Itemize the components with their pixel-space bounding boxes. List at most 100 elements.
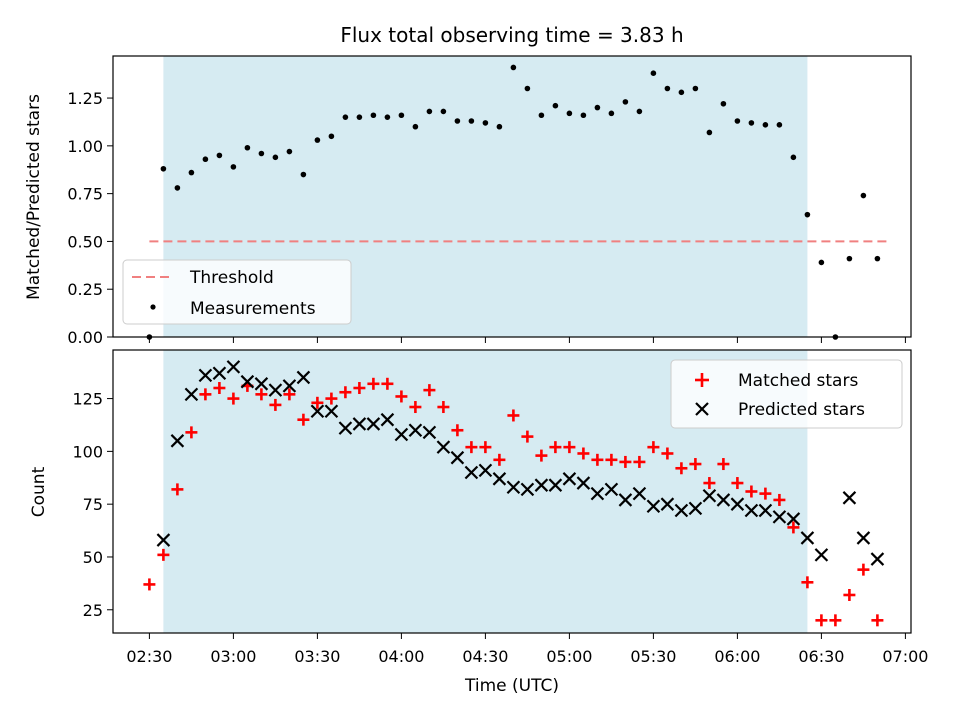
measurement-point: [454, 118, 461, 124]
x-tick-label: 05:30: [630, 647, 676, 666]
measurement-point: [524, 85, 531, 92]
matched-star-point: [591, 453, 604, 466]
measurement-point: [552, 102, 559, 109]
matched-star-point: [255, 388, 268, 401]
predicted-star-point: [408, 423, 423, 438]
measurement-point: [496, 123, 503, 130]
predicted-star-point: [184, 387, 199, 402]
measurement-point: [748, 120, 755, 126]
predicted-star-point: [464, 465, 479, 480]
matched-star-point: [731, 477, 744, 490]
measurement-point: [566, 110, 573, 117]
measurement-point: [734, 118, 741, 124]
predicted-star-point: [814, 548, 829, 562]
measurement-point: [202, 156, 209, 163]
matched-star-point: [801, 576, 814, 589]
predicted-star-point: [310, 404, 325, 419]
matched-star-point: [647, 441, 660, 454]
x-tick-label: 03:00: [210, 647, 256, 666]
matched-star-point: [395, 390, 408, 403]
predicted-star-point: [156, 533, 171, 547]
measurement-point: [580, 112, 587, 119]
measurement-point: [384, 114, 391, 120]
x-tick-label: 05:00: [546, 647, 592, 666]
predicted-star-point: [576, 476, 591, 490]
predicted-star-point: [366, 417, 381, 431]
predicted-star-point: [590, 486, 605, 501]
y-tick-label: 0.00: [67, 328, 103, 347]
y-tick-label: 25: [83, 601, 103, 620]
predicted-star-point: [198, 368, 213, 383]
predicted-star-point: [282, 379, 297, 393]
predicted-star-point: [352, 417, 367, 431]
measurement-point: [790, 154, 797, 161]
measurement-point: [440, 108, 447, 115]
matched-star-point: [605, 453, 618, 466]
matched-star-point: [437, 401, 450, 414]
measurement-point: [174, 185, 181, 191]
legend-matched-swatch: [695, 373, 709, 387]
ratio-panel-frame: [112, 55, 912, 338]
matched-star-point: [409, 401, 422, 414]
predicted-star-point: [520, 482, 535, 497]
matched-star-point: [325, 392, 338, 405]
predicted-star-point: [380, 412, 395, 427]
measurement-point: [426, 108, 433, 115]
x-tick-label: 03:30: [294, 647, 340, 666]
measurement-point: [650, 70, 657, 77]
matched-star-point: [633, 455, 646, 468]
predicted-star-point: [870, 552, 885, 566]
ratio-y-axis-label: Matched/Predicted stars: [24, 94, 44, 300]
y-tick-label: 0.75: [67, 185, 103, 204]
measurement-point: [720, 100, 727, 107]
matched-star-point: [213, 382, 226, 395]
count-panel: 25 50 75 100 125 02:30 03:00 03:30 04:00 04:30 05…: [29, 349, 928, 696]
predicted-star-point: [842, 491, 857, 505]
predicted-star-point: [226, 360, 241, 374]
matched-star-point: [283, 388, 296, 401]
measurement-points: [146, 64, 881, 340]
measurement-point: [258, 150, 265, 157]
x-tick-label: 02:30: [126, 647, 172, 666]
matched-star-point: [143, 578, 156, 591]
matched-star-point: [227, 392, 240, 405]
measurement-point: [706, 129, 713, 136]
measurement-point: [846, 255, 853, 262]
chart-title: Flux total observing time = 3.83 h: [340, 23, 683, 47]
predicted-star-point: [394, 427, 409, 442]
matched-star-point: [367, 377, 380, 390]
matched-star-point: [675, 462, 688, 475]
matched-star-point: [759, 487, 772, 500]
predicted-star-point: [422, 425, 437, 440]
matched-star-point: [185, 426, 198, 439]
predicted-star-point: [632, 486, 647, 501]
legend-box: [670, 359, 903, 429]
legend-matched-label: Matched stars: [738, 371, 858, 391]
predicted-star-point: [702, 488, 717, 503]
y-tick-label: 50: [83, 548, 103, 567]
measurement-point: [286, 148, 293, 155]
measurement-point: [482, 120, 489, 126]
predicted-star-point: [646, 499, 661, 514]
predicted-star-point: [534, 478, 549, 492]
predicted-star-point: [730, 497, 745, 511]
measurement-point: [818, 259, 825, 266]
measurement-point: [860, 192, 867, 199]
y-tick-label: 1.00: [67, 137, 103, 156]
matched-star-point: [311, 396, 324, 409]
measurement-point: [762, 122, 769, 128]
matched-star-point: [689, 458, 702, 471]
measurement-point: [356, 114, 363, 120]
matched-star-point: [493, 453, 506, 466]
predicted-star-point: [604, 482, 619, 497]
matched-star-point: [843, 588, 856, 601]
measurement-point: [398, 112, 405, 119]
ratio-y-ticks: 0.00 0.25 0.50 0.75 1.00 1.25: [67, 89, 113, 347]
matched-star-point: [577, 447, 590, 460]
predicted-star-point: [170, 434, 185, 448]
matched-star-point: [787, 521, 800, 534]
ratio-x-ticks: [148, 337, 906, 343]
matched-star-point: [157, 548, 170, 561]
matched-star-point: [857, 563, 870, 576]
